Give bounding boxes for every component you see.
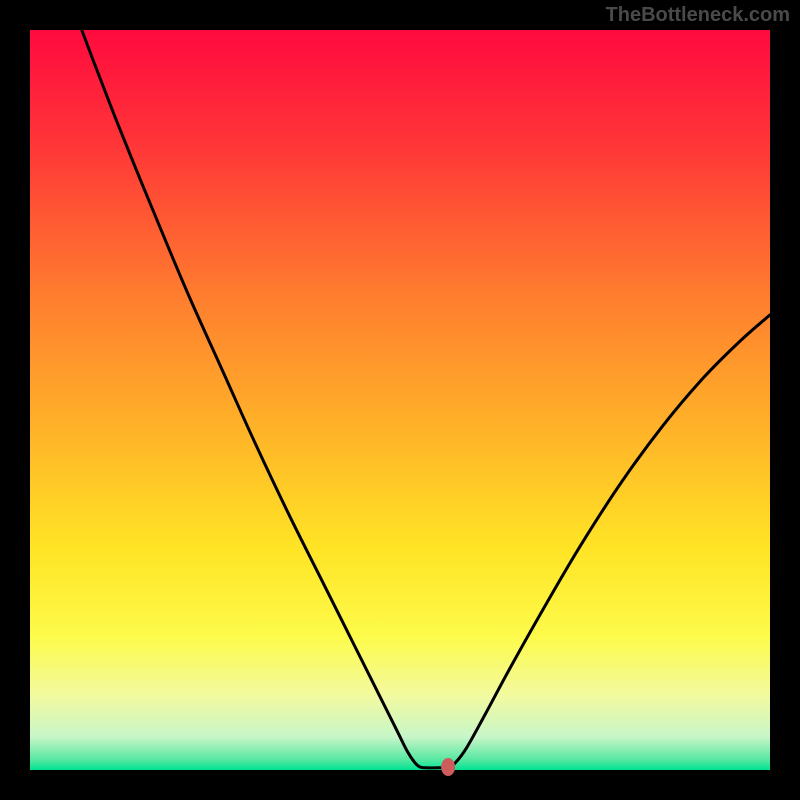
bottleneck-chart <box>0 0 800 800</box>
chart-container: TheBottleneck.com <box>0 0 800 800</box>
plot-background <box>30 30 770 770</box>
marker-dot <box>441 758 455 776</box>
watermark-text: TheBottleneck.com <box>606 4 790 27</box>
